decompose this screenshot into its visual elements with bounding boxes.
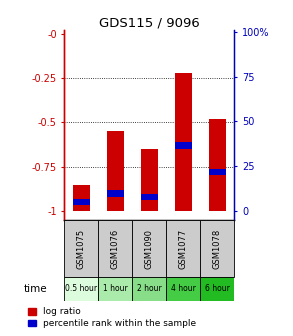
Bar [175, 73, 192, 211]
Text: 2 hour: 2 hour [137, 285, 162, 293]
Bar [98, 277, 132, 301]
Text: 1 hour: 1 hour [103, 285, 128, 293]
Bar [132, 220, 166, 277]
Bar [107, 131, 124, 211]
Text: time: time [24, 284, 47, 294]
Bar [98, 220, 132, 277]
Bar [200, 220, 234, 277]
Text: 0.5 hour: 0.5 hour [65, 285, 98, 293]
Bar [175, 142, 192, 149]
Bar [64, 277, 98, 301]
Text: GSM1076: GSM1076 [111, 228, 120, 269]
Text: 6 hour: 6 hour [205, 285, 230, 293]
Title: GDS115 / 9096: GDS115 / 9096 [99, 16, 200, 29]
Bar [141, 149, 158, 211]
Bar [166, 277, 200, 301]
Text: GSM1077: GSM1077 [179, 228, 188, 269]
Bar [166, 220, 200, 277]
Text: 4 hour: 4 hour [171, 285, 196, 293]
Bar [132, 277, 166, 301]
Bar [73, 184, 90, 211]
Bar [141, 194, 158, 200]
Text: GSM1078: GSM1078 [213, 228, 222, 269]
Text: GSM1090: GSM1090 [145, 228, 154, 269]
Text: GSM1075: GSM1075 [77, 228, 86, 269]
Bar [64, 220, 98, 277]
Bar [209, 119, 226, 211]
Legend: log ratio, percentile rank within the sample: log ratio, percentile rank within the sa… [28, 307, 196, 328]
Bar [209, 169, 226, 175]
Bar [107, 191, 124, 197]
Bar [73, 199, 90, 205]
Bar [200, 277, 234, 301]
